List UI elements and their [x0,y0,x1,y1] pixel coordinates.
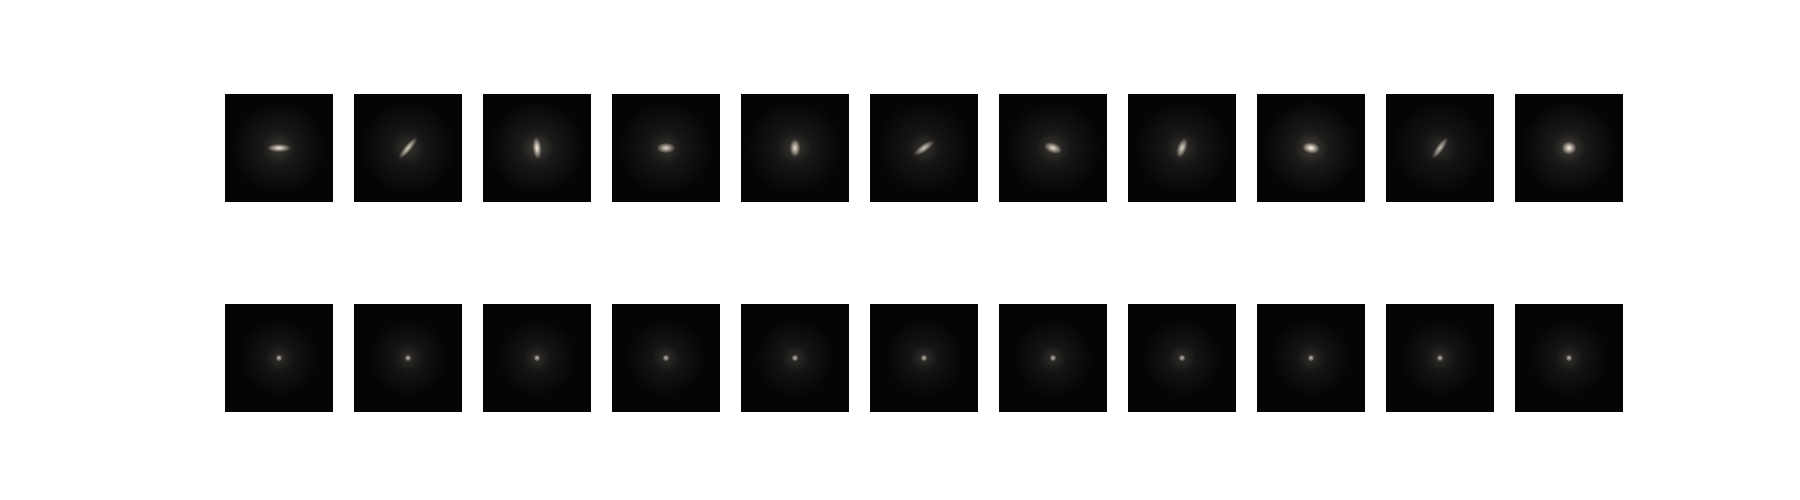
galaxy-image-row [225,94,1625,202]
psf-image-2 [354,304,462,412]
psf-image-3 [483,304,591,412]
galaxy-image-7 [999,94,1107,202]
psf-image-6 [870,304,978,412]
psf-image-10 [1386,304,1494,412]
psf-render-1 [239,318,319,398]
galaxy-render-2 [360,100,456,196]
galaxy-render-3 [489,100,585,196]
galaxy-image-3 [483,94,591,202]
psf-render-7 [1013,318,1093,398]
psf-render-10 [1400,318,1480,398]
psf-render-8 [1142,318,1222,398]
galaxy-render-11 [1521,100,1617,196]
galaxy-image-1 [225,94,333,202]
galaxy-render-10 [1392,100,1488,196]
galaxy-render-6 [876,100,972,196]
psf-image-11 [1515,304,1623,412]
galaxy-render-5 [747,100,843,196]
galaxy-image-9 [1257,94,1365,202]
psf-render-9 [1271,318,1351,398]
galaxy-render-7 [1005,100,1101,196]
psf-image-8 [1128,304,1236,412]
galaxy-image-8 [1128,94,1236,202]
psf-image-row [225,304,1625,412]
galaxy-image-4 [612,94,720,202]
galaxy-render-9 [1263,100,1359,196]
psf-render-4 [626,318,706,398]
galaxy-image-2 [354,94,462,202]
psf-render-11 [1529,318,1609,398]
galaxy-image-11 [1515,94,1623,202]
psf-render-5 [755,318,835,398]
psf-image-5 [741,304,849,412]
psf-render-6 [884,318,964,398]
psf-render-3 [497,318,577,398]
galaxy-render-8 [1134,100,1230,196]
galaxy-render-4 [618,100,714,196]
psf-image-9 [1257,304,1365,412]
galaxy-image-10 [1386,94,1494,202]
psf-image-1 [225,304,333,412]
psf-image-7 [999,304,1107,412]
psf-render-2 [368,318,448,398]
psf-image-4 [612,304,720,412]
galaxy-image-5 [741,94,849,202]
galaxy-render-1 [231,100,327,196]
galaxy-image-6 [870,94,978,202]
